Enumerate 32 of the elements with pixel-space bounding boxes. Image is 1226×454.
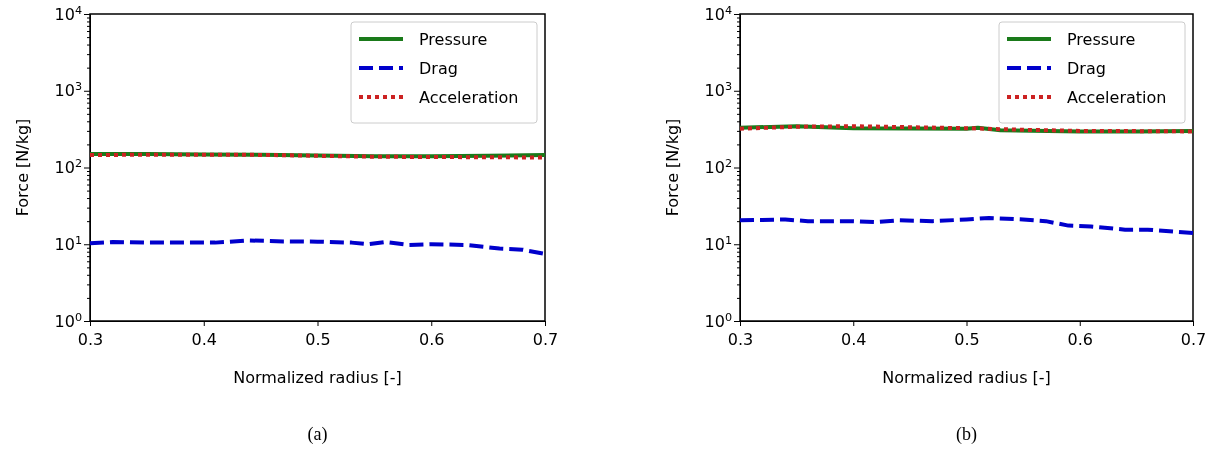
y-tick-label: 10$^{2}$: [704, 156, 732, 178]
legend-label: Pressure: [1067, 30, 1136, 49]
y-axis-title: Force [N/kg]: [13, 118, 32, 217]
text: (a): [307, 424, 328, 445]
legend-label: Acceleration: [419, 88, 519, 107]
legend-label: Drag: [1067, 59, 1106, 78]
y-tick-label: 10$^{4}$: [704, 3, 732, 24]
y-tick-label: 10$^{4}$: [54, 3, 82, 24]
x-tick-label: 0.7: [1180, 330, 1207, 349]
y-tick-label: 10$^{3}$: [704, 79, 732, 101]
y-tick-label: 10$^{2}$: [54, 156, 82, 178]
y-tick-label: 10$^{0}$: [704, 310, 732, 331]
x-tick-label: 0.6: [1067, 330, 1093, 349]
y-axis-title: Force [N/kg]: [663, 118, 682, 217]
x-axis-title: Normalized radius [-]: [882, 368, 1051, 387]
x-tick-label: 0.7: [532, 330, 559, 349]
y-tick-label: 10$^{0}$: [54, 310, 82, 331]
x-tick-label: 0.3: [77, 330, 104, 349]
text: (b): [956, 424, 977, 445]
x-tick-label: 0.6: [419, 330, 445, 349]
y-tick-label: 10$^{1}$: [704, 233, 732, 254]
x-tick-label: 0.5: [954, 330, 980, 349]
legend-label: Acceleration: [1067, 88, 1167, 107]
x-axis-title: Normalized radius [-]: [233, 368, 402, 387]
y-tick-label: 10$^{1}$: [54, 233, 82, 254]
legend-label: Pressure: [419, 30, 488, 49]
x-tick-label: 0.3: [727, 330, 754, 349]
x-tick-label: 0.4: [841, 330, 867, 349]
x-tick-label: 0.5: [305, 330, 331, 349]
x-tick-label: 0.4: [191, 330, 217, 349]
y-tick-label: 10$^{3}$: [54, 79, 82, 101]
legend-label: Drag: [419, 59, 458, 78]
